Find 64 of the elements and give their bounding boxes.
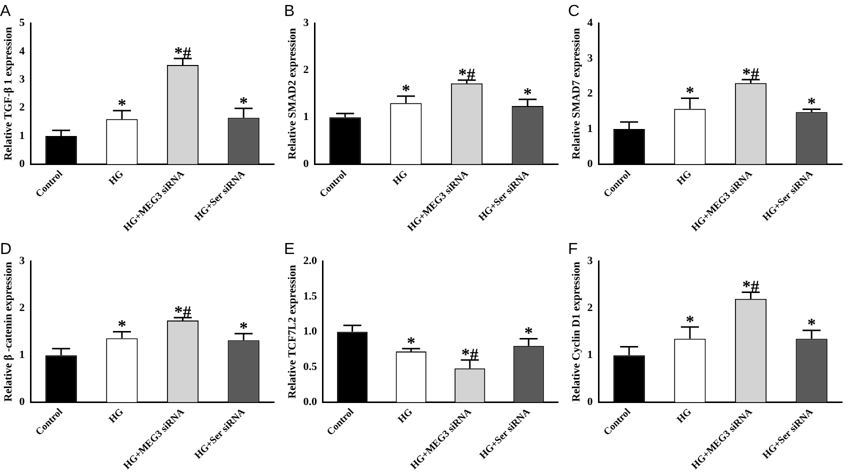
annotation: *#: [461, 344, 479, 364]
y-axis-title: Relative β -catenin expression: [2, 262, 14, 402]
y-tick-label: 4: [587, 17, 594, 30]
annotation: *#: [458, 64, 476, 84]
y-tick-label: 2.0: [303, 255, 318, 268]
annotation: *: [523, 84, 532, 104]
chart-title: D: [0, 241, 12, 258]
y-tick-label: 1.5: [303, 290, 318, 302]
annotation: *#: [174, 43, 192, 62]
annotation: *#: [174, 302, 192, 322]
y-tick-label: 1: [19, 349, 25, 362]
annotation: *: [402, 80, 410, 100]
y-axis-title: Relative TGF-β 1 expression: [2, 27, 14, 160]
y-tick-label: 2: [19, 302, 26, 314]
y-axis-title: Relative SMAD2 expression: [286, 28, 298, 160]
y-tick-label: 0.5: [303, 360, 318, 373]
annotation: *: [406, 334, 416, 353]
chart-title: F: [568, 241, 578, 258]
y-axis-title: Relative TCF7L2 expression: [286, 265, 298, 398]
y-tick-label: 5: [19, 17, 26, 30]
x-tick-label: HG: [396, 406, 416, 426]
x-tick-label: HG: [675, 406, 694, 426]
annotation: *: [807, 315, 816, 334]
y-tick-label: 3: [587, 52, 594, 64]
y-tick-label: 0: [19, 158, 26, 170]
x-tick-label: HG: [107, 406, 126, 426]
y-tick-label: 0: [587, 158, 594, 170]
y-tick-label: 1: [587, 122, 593, 135]
y-axis-title: Relative SMAD7 expression: [570, 28, 582, 160]
y-tick-label: 2: [587, 302, 594, 314]
y-tick-label: 3: [303, 17, 310, 30]
annotation: *: [118, 316, 126, 336]
y-tick-label: 1: [587, 349, 593, 362]
chart-title: B: [284, 3, 295, 20]
chart-title: E: [284, 241, 295, 258]
annotation: *: [686, 312, 694, 331]
y-tick-label: 2: [19, 102, 26, 114]
annotation: *: [239, 93, 248, 112]
x-tick-label: HG: [391, 168, 410, 188]
y-tick-label: 1: [303, 111, 309, 124]
y-tick-label: 3: [587, 255, 594, 268]
annotation: *#: [742, 64, 760, 84]
y-tick-label: 1: [19, 130, 25, 142]
x-tick-label: HG: [107, 168, 126, 188]
y-tick-label: 1.0: [303, 326, 318, 338]
y-tick-label: 0: [587, 396, 594, 408]
y-tick-label: 2: [303, 64, 310, 76]
x-tick-label: HG: [675, 168, 694, 188]
chart-title: A: [0, 3, 11, 20]
annotation: *: [686, 83, 694, 102]
annotation: *: [807, 94, 816, 114]
y-tick-label: 2: [587, 88, 594, 100]
y-tick-label: 0: [303, 158, 310, 170]
y-tick-label: 0: [19, 396, 26, 408]
y-tick-label: 3: [19, 73, 26, 86]
annotation: *: [118, 96, 126, 115]
y-tick-label: 3: [19, 255, 26, 268]
annotation: *#: [742, 277, 760, 296]
chart-title: C: [568, 3, 580, 20]
annotation: *: [239, 318, 248, 338]
y-tick-label: 4: [19, 45, 26, 58]
y-axis-title: Relative Cyclin D1 expression: [570, 262, 582, 402]
annotation: *: [524, 324, 533, 343]
y-tick-label: 0.0: [303, 396, 318, 408]
